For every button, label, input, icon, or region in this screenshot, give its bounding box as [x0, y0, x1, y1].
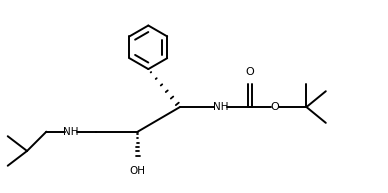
Text: O: O: [246, 67, 255, 77]
Text: NH: NH: [63, 127, 79, 137]
Text: OH: OH: [130, 166, 146, 176]
Text: NH: NH: [213, 102, 228, 112]
Text: O: O: [270, 102, 279, 112]
